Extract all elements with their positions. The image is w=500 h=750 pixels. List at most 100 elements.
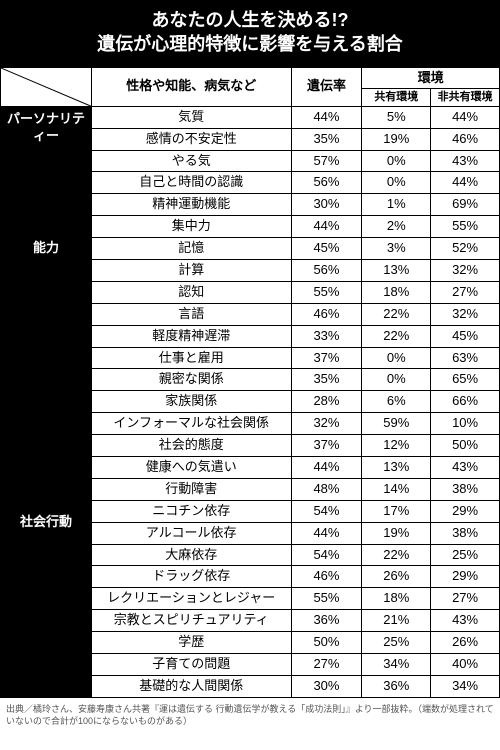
shared-env-cell: 3% <box>362 238 431 260</box>
shared-env-cell: 59% <box>362 413 431 435</box>
title-line-2: 遺伝が心理的特徴に影響を与える割合 <box>4 32 496 56</box>
nonshared-env-cell: 69% <box>431 194 500 216</box>
nonshared-env-cell: 44% <box>431 106 500 128</box>
heritability-cell: 44% <box>291 106 362 128</box>
shared-env-cell: 22% <box>362 325 431 347</box>
heritability-cell: 27% <box>291 654 362 676</box>
source-footnote: 出典／橘玲さん、安藤寿康さん共著『運は遺伝する 行動遺伝学が教える「成功法則」』… <box>0 698 500 727</box>
heritability-cell: 28% <box>291 391 362 413</box>
shared-env-cell: 36% <box>362 675 431 697</box>
trait-cell: 認知 <box>91 281 291 303</box>
nonshared-env-cell: 44% <box>431 172 500 194</box>
trait-cell: 記憶 <box>91 238 291 260</box>
nonshared-env-cell: 66% <box>431 391 500 413</box>
nonshared-env-cell: 29% <box>431 566 500 588</box>
nonshared-env-cell: 32% <box>431 260 500 282</box>
trait-cell: 社会的態度 <box>91 435 291 457</box>
shared-env-cell: 0% <box>362 369 431 391</box>
page-title: あなたの人生を決める!? 遺伝が心理的特徴に影響を与える割合 <box>0 0 500 67</box>
shared-env-cell: 2% <box>362 216 431 238</box>
trait-cell: 基礎的な人間関係 <box>91 675 291 697</box>
nonshared-env-cell: 40% <box>431 654 500 676</box>
heritability-cell: 48% <box>291 478 362 500</box>
heritability-cell: 37% <box>291 435 362 457</box>
nonshared-env-cell: 65% <box>431 369 500 391</box>
header-diagonal <box>1 67 92 106</box>
trait-cell: 自己と時間の認識 <box>91 172 291 194</box>
shared-env-cell: 26% <box>362 566 431 588</box>
title-line-1: あなたの人生を決める!? <box>4 8 496 32</box>
trait-cell: 健康への気遣い <box>91 457 291 479</box>
heritability-cell: 44% <box>291 522 362 544</box>
nonshared-env-cell: 38% <box>431 478 500 500</box>
trait-cell: やる気 <box>91 150 291 172</box>
nonshared-env-cell: 43% <box>431 457 500 479</box>
shared-env-cell: 19% <box>362 128 431 150</box>
trait-cell: 学歴 <box>91 632 291 654</box>
heritability-cell: 44% <box>291 216 362 238</box>
nonshared-env-cell: 25% <box>431 544 500 566</box>
shared-env-cell: 13% <box>362 260 431 282</box>
trait-cell: 子育ての問題 <box>91 654 291 676</box>
header-trait: 性格や知能、病気など <box>91 67 291 106</box>
shared-env-cell: 25% <box>362 632 431 654</box>
heritability-cell: 44% <box>291 457 362 479</box>
trait-cell: 気質 <box>91 106 291 128</box>
nonshared-env-cell: 34% <box>431 675 500 697</box>
trait-cell: 家族関係 <box>91 391 291 413</box>
nonshared-env-cell: 63% <box>431 347 500 369</box>
table-row: 能力やる気57%0%43% <box>1 150 500 172</box>
shared-env-cell: 18% <box>362 281 431 303</box>
heritability-cell: 50% <box>291 632 362 654</box>
heritability-cell: 35% <box>291 128 362 150</box>
shared-env-cell: 18% <box>362 588 431 610</box>
category-label: 社会行動 <box>1 347 92 697</box>
nonshared-env-cell: 26% <box>431 632 500 654</box>
heritability-cell: 55% <box>291 281 362 303</box>
heritability-cell: 33% <box>291 325 362 347</box>
table-row: パーソナリティー気質44%5%44% <box>1 106 500 128</box>
header-environment: 環境 <box>362 67 500 89</box>
shared-env-cell: 22% <box>362 544 431 566</box>
trait-cell: 精神運動機能 <box>91 194 291 216</box>
shared-env-cell: 21% <box>362 610 431 632</box>
heritability-cell: 46% <box>291 303 362 325</box>
heritability-cell: 55% <box>291 588 362 610</box>
trait-cell: 言語 <box>91 303 291 325</box>
table-body: パーソナリティー気質44%5%44%感情の不安定性35%19%46%能力やる気5… <box>1 106 500 697</box>
trait-cell: 親密な関係 <box>91 369 291 391</box>
shared-env-cell: 12% <box>362 435 431 457</box>
shared-env-cell: 19% <box>362 522 431 544</box>
heritability-cell: 36% <box>291 610 362 632</box>
trait-cell: 行動障害 <box>91 478 291 500</box>
trait-cell: 感情の不安定性 <box>91 128 291 150</box>
heritability-cell: 56% <box>291 172 362 194</box>
shared-env-cell: 34% <box>362 654 431 676</box>
shared-env-cell: 14% <box>362 478 431 500</box>
header-shared-env: 共有環境 <box>362 89 431 106</box>
trait-cell: 大麻依存 <box>91 544 291 566</box>
shared-env-cell: 13% <box>362 457 431 479</box>
nonshared-env-cell: 43% <box>431 150 500 172</box>
heritability-cell: 35% <box>291 369 362 391</box>
trait-cell: 集中力 <box>91 216 291 238</box>
category-label: 能力 <box>1 150 92 347</box>
shared-env-cell: 17% <box>362 500 431 522</box>
nonshared-env-cell: 10% <box>431 413 500 435</box>
trait-cell: 宗教とスピリチュアリティ <box>91 610 291 632</box>
shared-env-cell: 0% <box>362 172 431 194</box>
heritability-cell: 37% <box>291 347 362 369</box>
header-heritability: 遺伝率 <box>291 67 362 106</box>
heritability-table: 性格や知能、病気など 遺伝率 環境 共有環境 非共有環境 パーソナリティー気質4… <box>0 67 500 698</box>
trait-cell: インフォーマルな社会関係 <box>91 413 291 435</box>
shared-env-cell: 6% <box>362 391 431 413</box>
heritability-cell: 30% <box>291 675 362 697</box>
trait-cell: ニコチン依存 <box>91 500 291 522</box>
trait-cell: 計算 <box>91 260 291 282</box>
heritability-cell: 57% <box>291 150 362 172</box>
nonshared-env-cell: 27% <box>431 281 500 303</box>
nonshared-env-cell: 29% <box>431 500 500 522</box>
shared-env-cell: 22% <box>362 303 431 325</box>
nonshared-env-cell: 43% <box>431 610 500 632</box>
header-nonshared-env: 非共有環境 <box>431 89 500 106</box>
